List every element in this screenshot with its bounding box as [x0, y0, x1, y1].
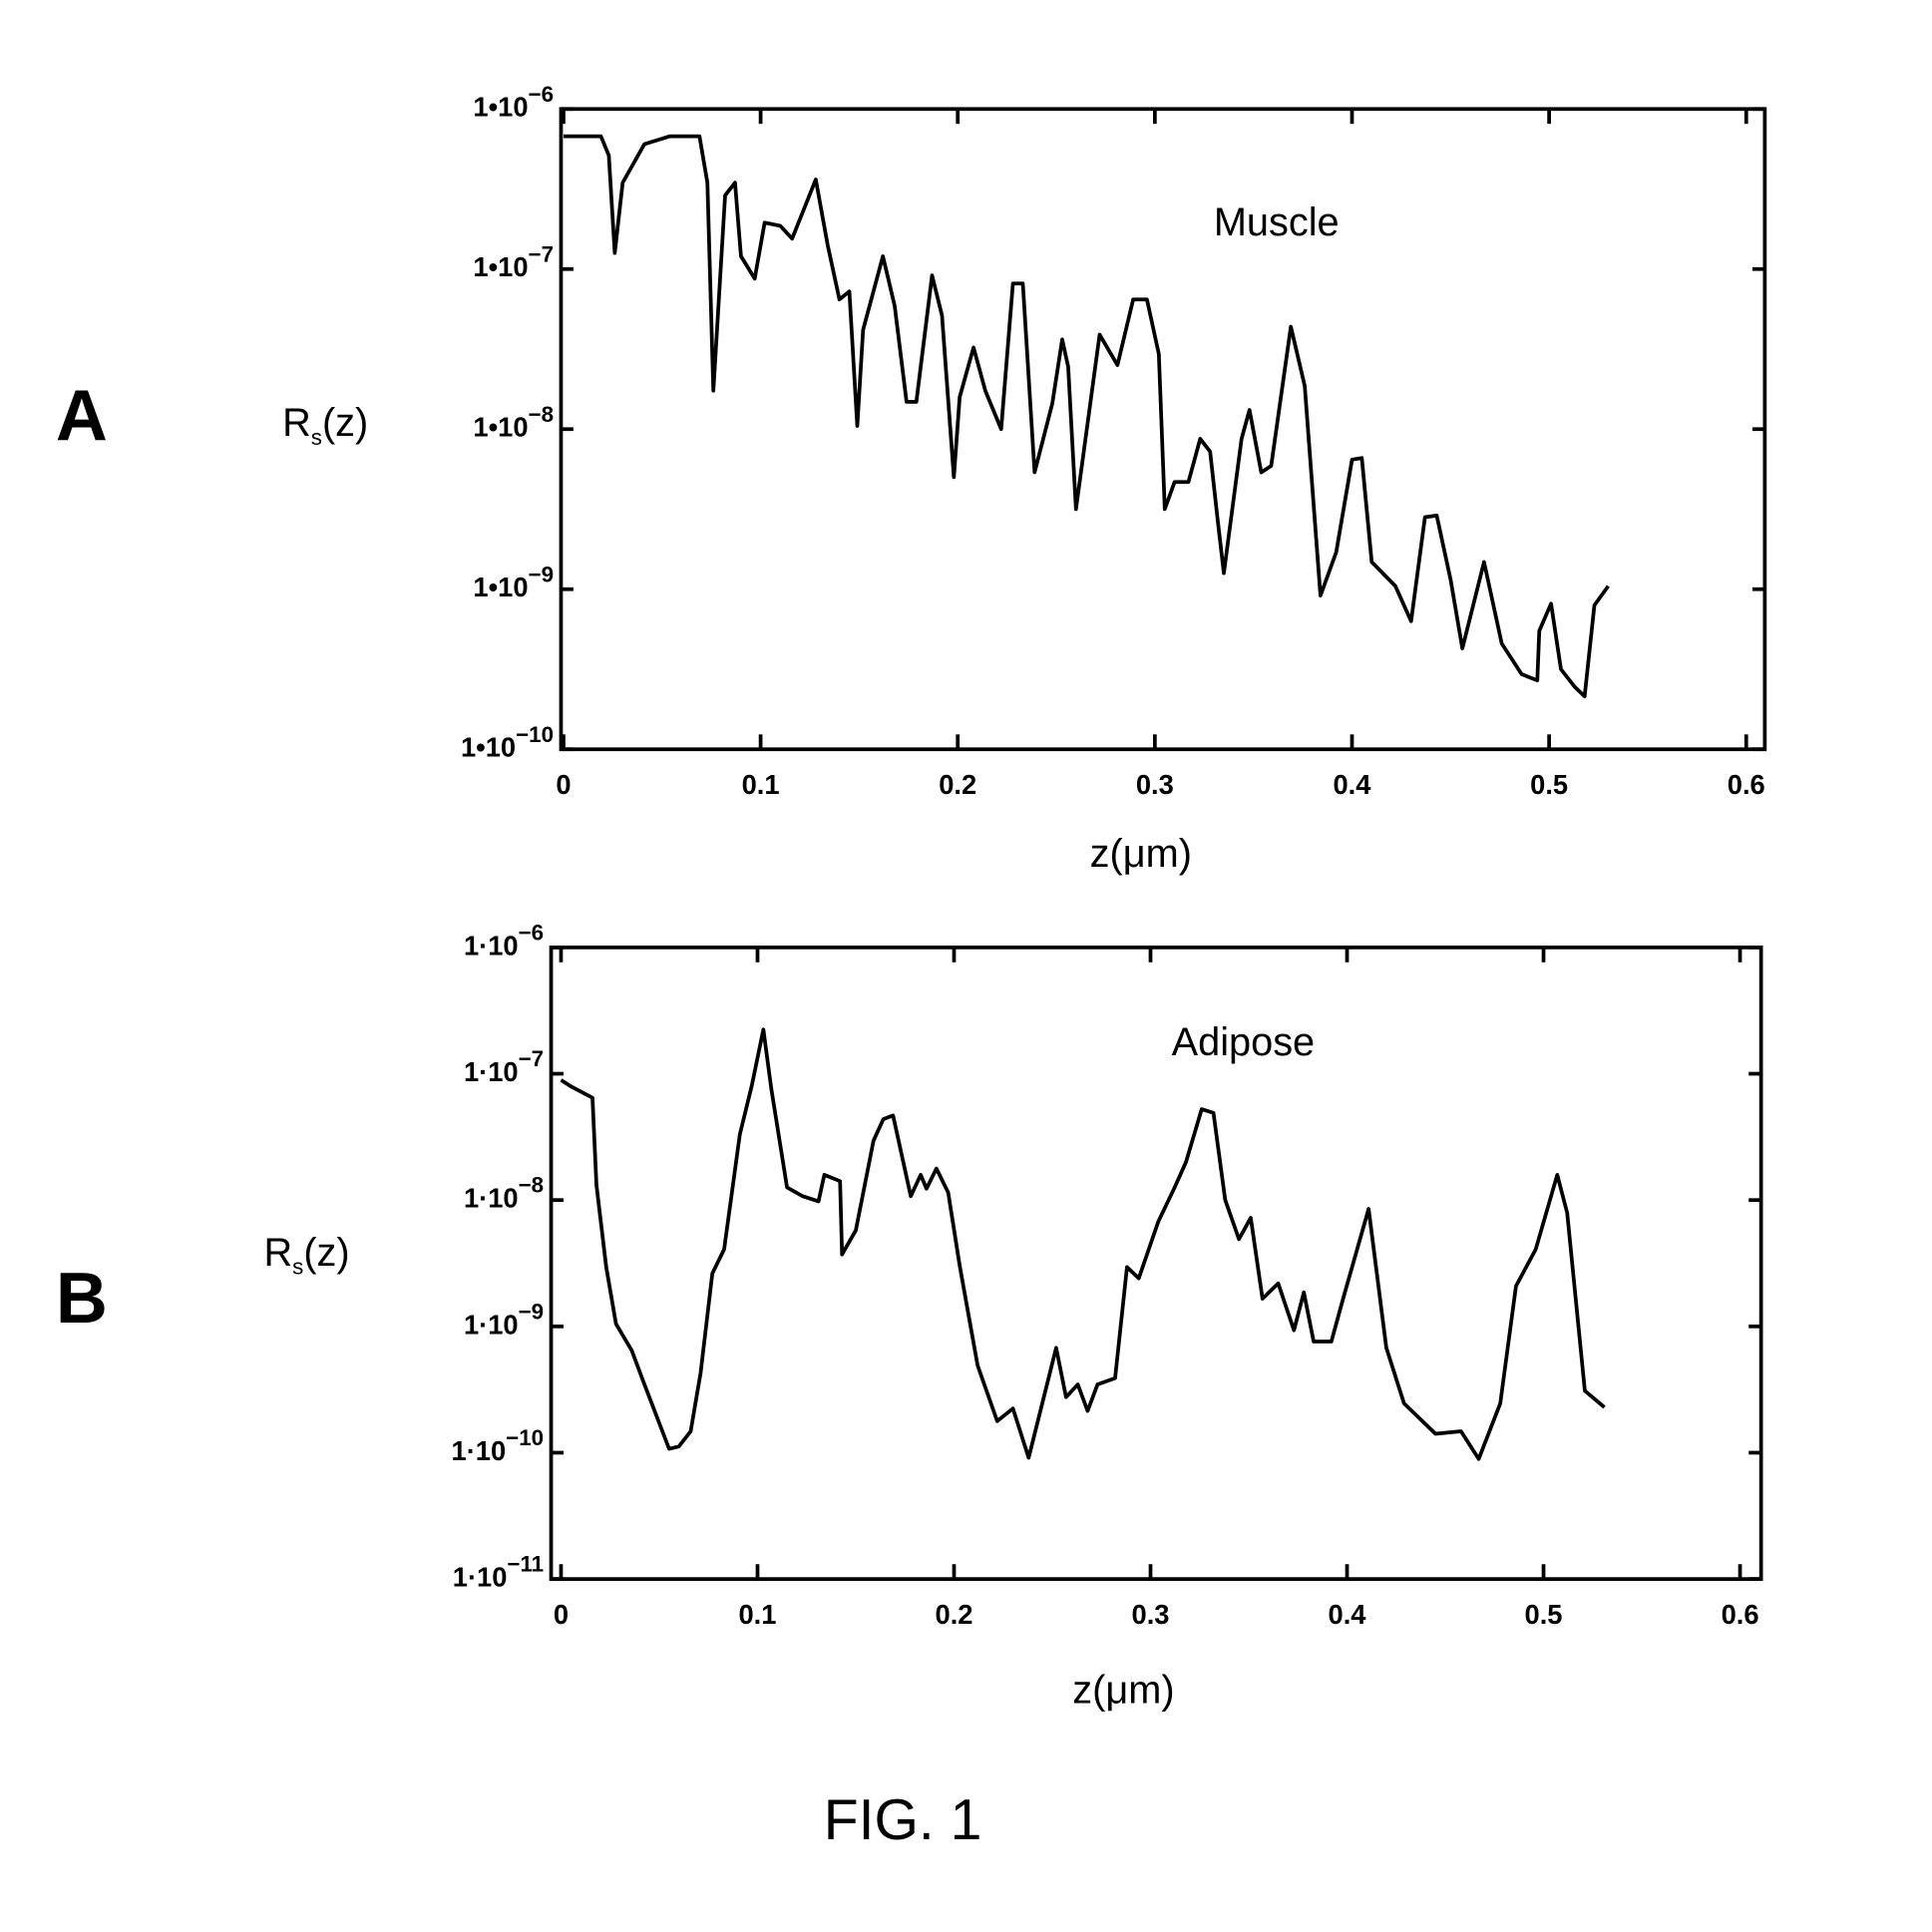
panel-letter: A [56, 376, 108, 456]
y-tick-label: 1•10−10 [461, 722, 554, 763]
x-tick-label: 0.5 [1525, 1599, 1563, 1630]
x-tick-label: 0.2 [936, 1599, 973, 1630]
y-axis-label: Rs(z) [282, 401, 368, 450]
series-annotation: Muscle [1214, 200, 1340, 244]
y-tick-label: 1•10−6 [473, 82, 554, 123]
x-tick-label: 0.6 [1728, 769, 1765, 800]
panel-b: B 0 0.1 0.2 0.3 0.4 0.5 0.6 1·10−6 1·10−7 1·10−8 1·… [56, 920, 1761, 1712]
y-tick-label: 1·10−6 [464, 920, 544, 961]
series-annotation: Adipose [1172, 1020, 1316, 1064]
y-tick-label: 1·10−8 [464, 1173, 544, 1214]
x-tick-label: 0 [554, 1599, 569, 1630]
figure-caption: FIG. 1 [824, 1788, 982, 1852]
x-tick-label: 0 [556, 769, 571, 800]
y-tick-label: 1·10−7 [464, 1046, 544, 1087]
x-tick-label: 0.6 [1722, 1599, 1759, 1630]
panel-letter: B [56, 1259, 108, 1339]
x-tick-label: 0.1 [739, 1599, 777, 1630]
y-tick-label: 1·10−11 [453, 1552, 544, 1593]
x-axis-label: z(μm) [1090, 832, 1192, 876]
y-tick-label: 1·10−9 [464, 1299, 544, 1340]
y-axis-label: Rs(z) [263, 1231, 349, 1280]
y-tick-label: 1•10−7 [473, 241, 554, 282]
series-line-adipose [561, 1029, 1604, 1459]
x-axis-label: z(μm) [1072, 1668, 1174, 1712]
x-tick-label: 0.2 [939, 769, 976, 800]
x-tick-label: 0.4 [1329, 1599, 1367, 1630]
x-tick-label: 0.1 [742, 769, 780, 800]
x-tick-label: 0.5 [1530, 769, 1568, 800]
panel-a: A 0 0.1 0.2 0.3 0.4 0.5 0.6 1•10−6 1•10−7 1•10−8 1•… [56, 82, 1765, 876]
plot-frame [552, 948, 1761, 1579]
y-tick-label: 1•10−8 [473, 402, 554, 443]
x-tick-label: 0.3 [1132, 1599, 1170, 1630]
figure: A 0 0.1 0.2 0.3 0.4 0.5 0.6 1•10−6 1•10−7 1•10−8 1•… [0, 0, 1932, 1932]
x-tick-label: 0.3 [1136, 769, 1174, 800]
x-tick-label: 0.4 [1334, 769, 1372, 800]
y-tick-label: 1•10−9 [473, 562, 554, 602]
series-line-muscle [564, 137, 1608, 697]
y-tick-label: 1·10−10 [452, 1425, 545, 1466]
